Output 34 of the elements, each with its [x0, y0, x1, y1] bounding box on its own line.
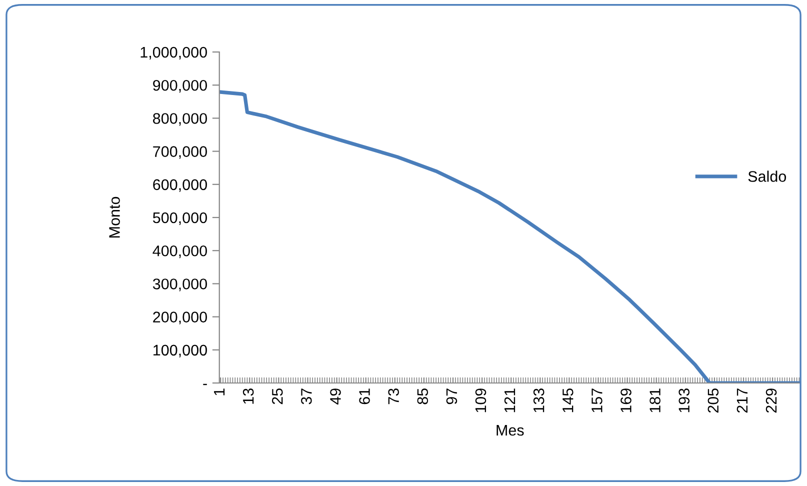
y-axis-title: Monto [109, 196, 120, 238]
x-axis-title: Mes [496, 425, 524, 436]
x-tick-label: 73 [388, 388, 399, 404]
x-tick-label: 121 [504, 388, 516, 412]
x-tick-label: 169 [620, 388, 632, 412]
y-tick-label: 400,000 [152, 245, 207, 258]
x-tick-label: 61 [359, 388, 370, 404]
x-tick-label: 133 [533, 388, 544, 412]
x-tick-label: 13 [242, 388, 254, 404]
x-tick-label: 193 [678, 388, 690, 412]
x-tick-label: 217 [736, 388, 748, 413]
y-tick-label: 900,000 [153, 80, 207, 93]
y-tick-label: 100,000 [154, 344, 207, 358]
x-tick-label: 229 [766, 388, 777, 413]
y-tick-label: 300,000 [152, 278, 207, 292]
x-tick-label: 25 [272, 388, 283, 404]
y-tick-label: 600,000 [153, 179, 207, 192]
x-tick-label: 145 [562, 388, 574, 412]
x-tick-label: 109 [475, 388, 486, 412]
x-tick-label: 49 [330, 388, 341, 404]
x-tick-label: 1 [214, 388, 225, 396]
x-tick-label: 181 [650, 388, 660, 412]
x-tick-label: 37 [301, 388, 312, 404]
x-tick-label: 205 [708, 388, 719, 413]
y-tick-label: 800,000 [153, 113, 207, 126]
x-tick-label: 85 [417, 388, 428, 404]
x-tick-label: 157 [592, 388, 602, 412]
y-tick-label: 700,000 [153, 146, 207, 159]
y-tick-label: 500,000 [152, 212, 207, 225]
y-tick-label: 1,000,000 [140, 46, 207, 60]
y-tick-label: 200,000 [153, 312, 207, 324]
x-tick-label: 97 [446, 388, 458, 404]
y-tick-label: - [203, 384, 207, 386]
legend-label: Saldo [748, 170, 786, 182]
